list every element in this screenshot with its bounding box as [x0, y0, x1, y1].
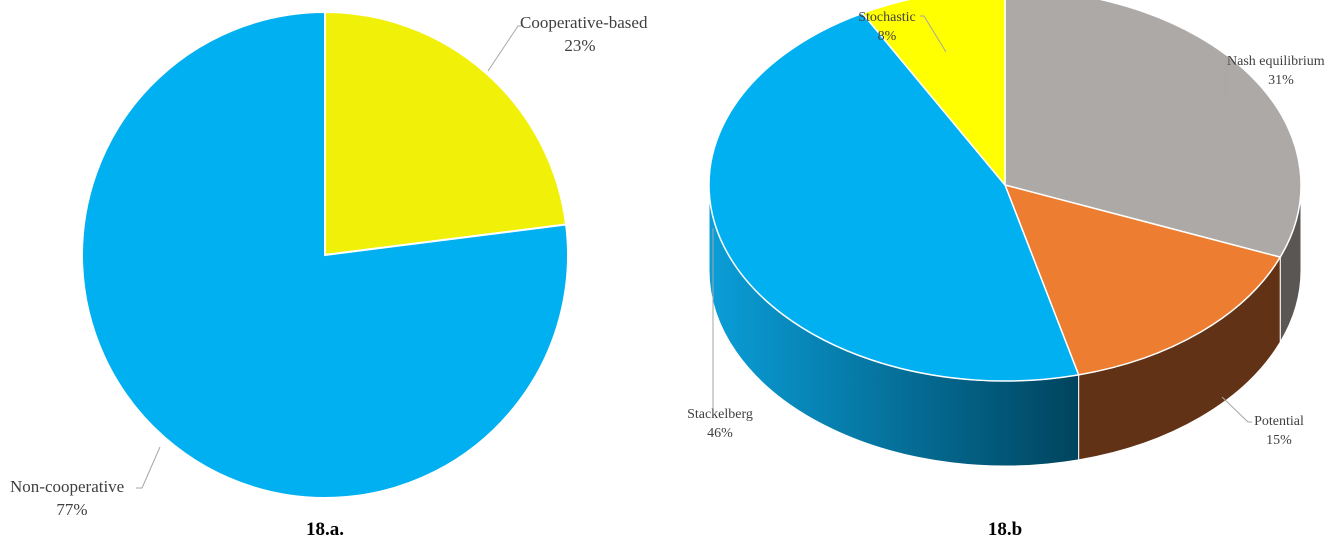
pie-a-label-noncooperative: Non-cooperative 77%: [10, 477, 124, 519]
leader-line-cooperative: [487, 25, 522, 72]
pie-slice-stackelberg: [708, 12, 1080, 382]
pie-b-label-nash: Nash equilibrium 31%: [1227, 54, 1325, 88]
slice-pct-label: 8%: [878, 29, 897, 44]
slice-name-label: Non-cooperative: [10, 477, 124, 496]
slice-name-label: Potential: [1254, 414, 1304, 429]
slice-pct-label: 77%: [56, 500, 87, 519]
pie-slice-stochastic: [861, 0, 1006, 188]
pie-slice-nash-equilibrium: [1004, 0, 1302, 259]
leader-line-nash: [1225, 61, 1230, 100]
slice-name-label: Cooperative-based: [520, 13, 648, 32]
slice-name-label: Nash equilibrium: [1227, 54, 1325, 69]
slice-pct-label: 23%: [564, 36, 595, 55]
leader-line-potential: [1221, 396, 1252, 423]
chart-b-caption: 18.b: [988, 519, 1022, 540]
leader-line-noncooperative: [136, 446, 161, 489]
slice-pct-label: 31%: [1268, 73, 1294, 88]
pie-chart-a: Cooperative-based 23% Non-cooperative 77…: [10, 10, 648, 540]
chart-a-caption: 18.a.: [306, 519, 344, 540]
slice-pct-label: 46%: [707, 426, 733, 441]
slice-pct-label: 15%: [1266, 433, 1292, 448]
pie-chart-b: Nash equilibrium 31% Potential 15% Stack…: [687, 0, 1325, 540]
slice-name-label: Stackelberg: [687, 407, 753, 422]
pie-b-label-stochastic: Stochastic 8%: [858, 10, 916, 44]
leader-line-stochastic: [920, 15, 947, 53]
pie-slice-cooperative-based: [324, 10, 568, 257]
pie-a-label-cooperative: Cooperative-based 23%: [520, 13, 648, 55]
pie-slice-potential: [1003, 183, 1282, 376]
slice-name-label: Stochastic: [858, 10, 916, 25]
pie-slice-non-cooperative: [81, 10, 569, 499]
pie-b-label-potential: Potential 15%: [1254, 414, 1304, 448]
pie-b-label-stackelberg: Stackelberg 46%: [687, 407, 753, 441]
